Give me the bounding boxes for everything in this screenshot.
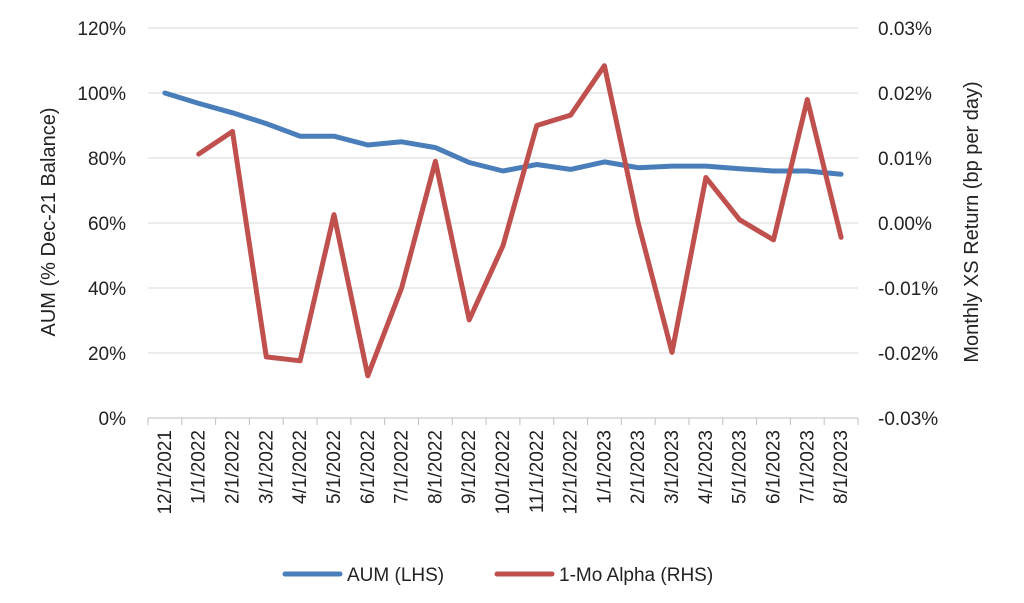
x-tick-label: 6/1/2023 (763, 430, 784, 504)
legend: AUM (LHS) 1-Mo Alpha (RHS) (282, 565, 713, 586)
right-y-tick-label: 0.01% (878, 149, 932, 170)
legend-label-alpha: 1-Mo Alpha (RHS) (559, 565, 713, 586)
x-tick-label: 1/1/2022 (189, 430, 210, 504)
x-tick-label: 6/1/2022 (358, 430, 379, 504)
x-tick-label: 2/1/2023 (628, 430, 649, 504)
x-tick-label: 9/1/2022 (459, 430, 480, 504)
left-y-tick-label: 100% (77, 84, 126, 105)
left-y-tick-label: 120% (77, 19, 126, 40)
x-tick-label: 3/1/2022 (256, 430, 277, 504)
gridlines (148, 27, 858, 354)
x-tick-label: 12/1/2022 (561, 430, 582, 515)
left-y-tick-label: 20% (88, 344, 126, 365)
alpha-series-line (196, 63, 844, 379)
left-y-axis-title: AUM (% Dec-21 Balance) (38, 108, 60, 337)
left-y-tick-label: 60% (88, 214, 126, 235)
right-y-tick-label: -0.01% (878, 279, 938, 300)
right-y-tick-label: -0.02% (878, 344, 938, 365)
x-tick-label: 8/1/2023 (831, 430, 852, 504)
legend-label-aum: AUM (LHS) (347, 565, 444, 586)
x-tick-label: 11/1/2022 (527, 430, 548, 513)
x-tick-label: 5/1/2022 (324, 430, 345, 504)
left-y-tick-label: 40% (88, 279, 126, 300)
left-y-tick-label: 80% (88, 149, 126, 170)
series-lines (162, 63, 844, 379)
x-tick-label: 10/1/2022 (493, 430, 514, 515)
x-tick-label: 8/1/2022 (425, 430, 446, 504)
aum-series-line (162, 90, 844, 177)
x-tick-label: 7/1/2023 (797, 430, 818, 504)
right-y-tick-label: 0.00% (878, 214, 932, 235)
x-tick-label: 2/1/2022 (223, 430, 244, 504)
x-tick-label: 5/1/2023 (730, 430, 751, 504)
x-tick-label: 4/1/2023 (696, 430, 717, 504)
x-tick-label: 4/1/2022 (290, 430, 311, 504)
right-y-axis: -0.03% -0.02% -0.01% 0.00% 0.01% 0.02% 0.03% (878, 19, 938, 430)
right-y-tick-label: 0.02% (878, 84, 932, 105)
right-y-axis-title: Monthly XS Return (bp per day) (961, 81, 983, 362)
left-y-tick-label: 0% (99, 409, 127, 430)
x-tick-label: 7/1/2022 (392, 430, 413, 504)
right-y-tick-label: -0.03% (878, 409, 938, 430)
x-tick-label: 3/1/2023 (662, 430, 683, 504)
right-y-tick-label: 0.03% (878, 19, 932, 40)
x-axis: 12/1/2021 1/1/2022 2/1/2022 3/1/2022 4/1/202… (147, 417, 859, 515)
x-tick-label: 12/1/2021 (155, 430, 176, 515)
x-tick-label: 1/1/2023 (594, 430, 615, 504)
left-y-axis: 0% 20% 40% 60% 80% 100% 120% (77, 19, 126, 430)
